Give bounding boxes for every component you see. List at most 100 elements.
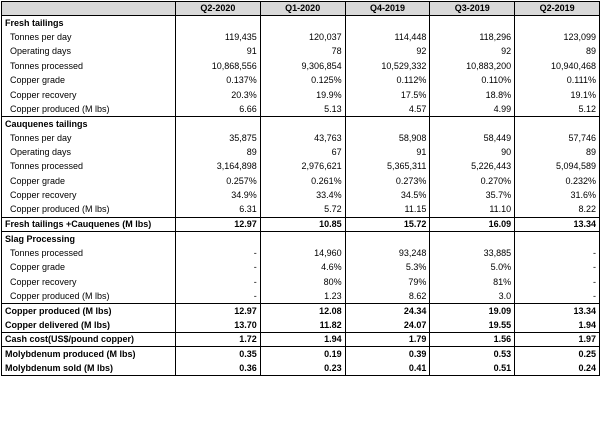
value-cell [259, 116, 346, 132]
value-cell [429, 116, 516, 132]
value-cell [344, 231, 431, 247]
value-cell: 14,960 [259, 246, 346, 261]
value-cell: 4.6% [259, 260, 346, 275]
header-row: Q2-2020 Q1-2020 Q4-2019 Q3-2019 Q2-2019 [1, 0, 600, 17]
table-row: Copper recovery 34.9% 33.4% 34.5% 35.7% 31.6% [1, 188, 600, 203]
value-cell: 20.3% [175, 87, 261, 103]
value-cell: 58,908 [344, 131, 431, 146]
table-row: Copper produced (M lbs) -1.23 8.62 3.0- [1, 289, 600, 305]
table-body: Fresh tailings Tonnes per day 119,435 120,0… [1, 15, 600, 377]
value-cell: 92 [429, 44, 516, 60]
value-cell: - [175, 246, 261, 261]
value-cell: 0.111% [514, 73, 600, 88]
value-cell: 18.8% [429, 87, 516, 103]
value-cell: 4.57 [344, 102, 431, 118]
value-cell: 0.273% [344, 174, 431, 189]
value-cell: 123,099 [514, 30, 600, 45]
row-label: Copper produced (M lbs) [1, 202, 176, 218]
total-row: Molybdenum sold (M lbs) 0.36 0.23 0.41 0.51 0… [1, 361, 600, 377]
value-cell [175, 116, 261, 132]
value-cell: 58,449 [429, 131, 516, 146]
value-cell: 81% [429, 274, 516, 290]
value-cell: 0.261% [259, 174, 346, 189]
value-cell: 24.34 [344, 303, 431, 319]
table-row: Operating days 89 67 91 90 89 [1, 145, 600, 160]
value-cell: 90 [429, 145, 516, 160]
value-cell: 0.35 [175, 346, 261, 362]
value-cell: 114,448 [344, 30, 431, 45]
column-header: Q2-2020 [175, 0, 261, 17]
value-cell: 5.13 [259, 102, 346, 118]
value-cell: 0.23 [259, 361, 346, 377]
value-cell: 0.24 [514, 361, 600, 377]
row-label: Operating days [1, 145, 176, 160]
value-cell: 13.34 [514, 216, 600, 233]
value-cell: 8.22 [514, 202, 600, 218]
value-cell: - [175, 260, 261, 275]
row-label: Cash cost(US$/pound copper) [1, 331, 176, 348]
value-cell [259, 231, 346, 247]
value-cell: 1.56 [429, 331, 516, 348]
column-header: Q3-2019 [429, 0, 516, 17]
value-cell: 0.110% [429, 73, 516, 88]
value-cell: 0.25 [514, 346, 600, 362]
value-cell: 0.19 [259, 346, 346, 362]
row-label: Tonnes per day [1, 131, 176, 146]
value-cell: 33.4% [259, 188, 346, 203]
value-cell: 0.53 [429, 346, 516, 362]
row-label: Copper produced (M lbs) [1, 303, 176, 319]
value-cell: 19.1% [514, 87, 600, 103]
value-cell: 5.0% [429, 260, 516, 275]
table-row: Operating days 91 78 92 92 89 [1, 44, 600, 60]
value-cell: 91 [175, 44, 261, 60]
value-cell: 13.70 [175, 318, 261, 333]
value-cell: 2,976,621 [259, 159, 346, 175]
value-cell [514, 116, 600, 132]
section-header-row: Fresh tailings [1, 15, 600, 31]
value-cell: 5.12 [514, 102, 600, 118]
value-cell: 89 [175, 145, 261, 160]
value-cell: 0.51 [429, 361, 516, 377]
value-cell: 78 [259, 44, 346, 60]
value-cell: 3.0 [429, 289, 516, 305]
value-cell: 9,306,854 [259, 59, 346, 74]
value-cell: 11.10 [429, 202, 516, 218]
section-header-row: Cauquenes tailings [1, 116, 600, 132]
value-cell: 120,037 [259, 30, 346, 45]
value-cell: 13.34 [514, 303, 600, 319]
value-cell: 10,868,556 [175, 59, 261, 74]
value-cell: 10.85 [259, 216, 346, 233]
row-label: Copper grade [1, 260, 176, 275]
row-label: Copper recovery [1, 188, 176, 203]
row-label: Tonnes processed [1, 59, 176, 74]
row-label: Molybdenum sold (M lbs) [1, 361, 176, 377]
row-label: Copper grade [1, 73, 176, 88]
column-header: Q1-2020 [259, 0, 346, 17]
value-cell: 89 [514, 44, 600, 60]
table-row: Tonnes per day 35,875 43,763 58,908 58,449 57… [1, 131, 600, 146]
value-cell: 6.31 [175, 202, 261, 218]
value-cell: 11.82 [259, 318, 346, 333]
value-cell: 10,940,468 [514, 59, 600, 74]
value-cell: 91 [344, 145, 431, 160]
header-label-cell [1, 0, 176, 17]
row-label: Tonnes processed [1, 159, 176, 175]
row-label: Copper delivered (M lbs) [1, 318, 176, 333]
table-row: Copper produced (M lbs) 6.66 5.13 4.57 4.99 5… [1, 102, 600, 118]
value-cell: 0.41 [344, 361, 431, 377]
value-cell: 0.137% [175, 73, 261, 88]
row-label: Copper grade [1, 174, 176, 189]
table-row: Tonnes processed 3,164,898 2,976,621 5,365,… [1, 159, 600, 175]
row-label: Operating days [1, 44, 176, 60]
value-cell: 3,164,898 [175, 159, 261, 175]
production-table: Q2-2020 Q1-2020 Q4-2019 Q3-2019 Q2-2019 Fres… [1, 0, 600, 377]
value-cell: 0.39 [344, 346, 431, 362]
row-label: Copper recovery [1, 274, 176, 290]
value-cell: 92 [344, 44, 431, 60]
value-cell: - [175, 274, 261, 290]
value-cell: 4.99 [429, 102, 516, 118]
section-header-row: Slag Processing [1, 231, 600, 247]
total-row: Cash cost(US$/pound copper) 1.72 1.94 1.79 1… [1, 331, 600, 348]
value-cell: 80% [259, 274, 346, 290]
value-cell: 15.72 [344, 216, 431, 233]
